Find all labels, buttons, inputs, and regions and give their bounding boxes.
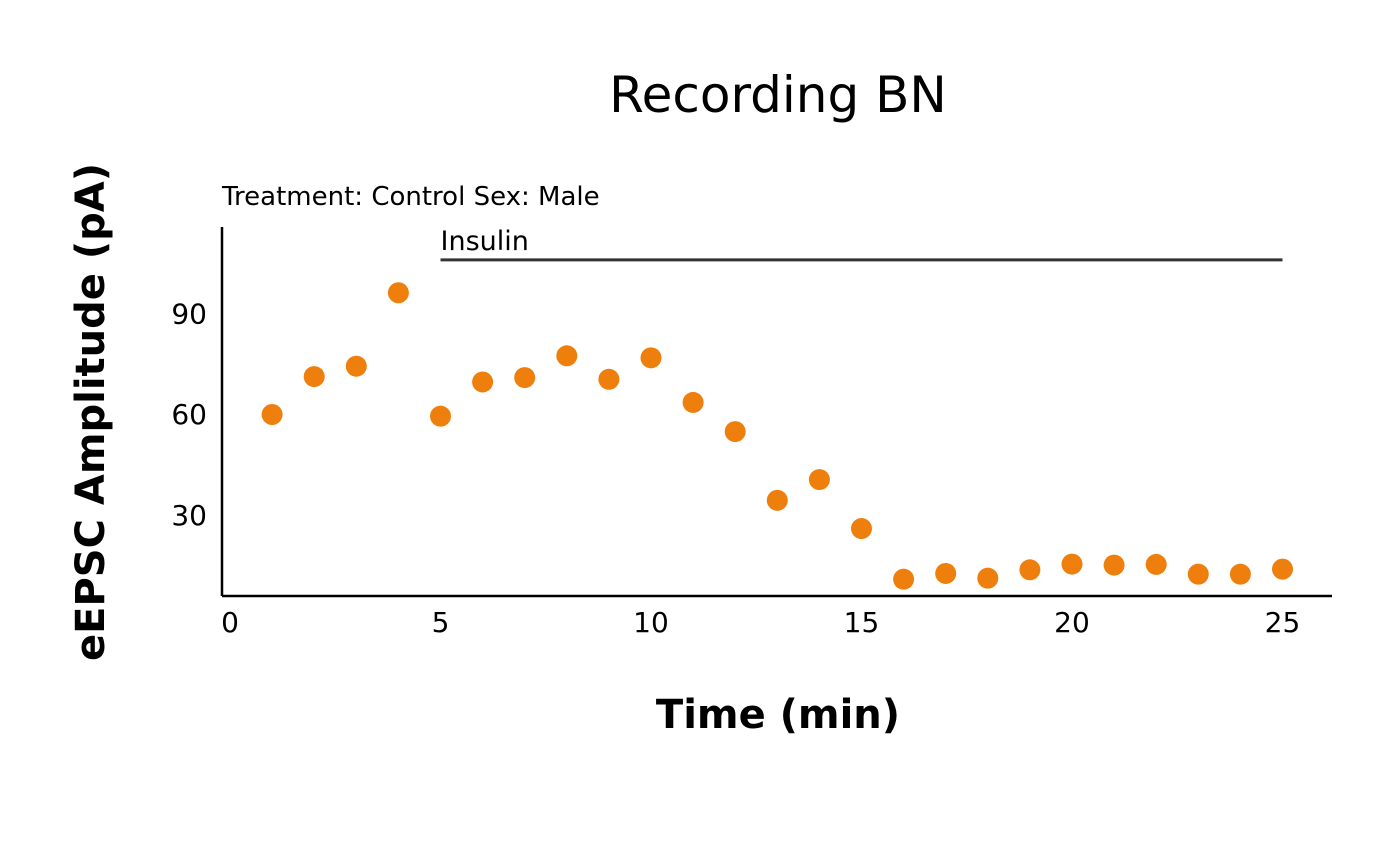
data-point xyxy=(472,371,494,393)
chart-subtitle: Treatment: Control Sex: Male xyxy=(221,182,600,212)
y-tick-label: 90 xyxy=(171,298,207,331)
data-point xyxy=(1103,554,1125,576)
data-point xyxy=(1229,563,1251,585)
x-axis-title: Time (min) xyxy=(656,692,900,738)
plot-area: 0 5 10 15 20 25 30 60 90 Insulin xyxy=(171,226,1332,639)
data-point xyxy=(598,368,620,390)
data-point xyxy=(1187,563,1209,585)
data-point xyxy=(1145,553,1167,575)
data-points xyxy=(261,282,1293,590)
data-point xyxy=(261,403,283,425)
data-point xyxy=(851,518,872,540)
chart-title: Recording BN xyxy=(609,66,947,124)
data-point xyxy=(345,355,367,377)
x-tick-label: 15 xyxy=(844,606,880,639)
x-axis-ticks: 0 5 10 15 20 25 xyxy=(221,606,1300,639)
x-tick-label: 5 xyxy=(432,606,450,639)
data-point xyxy=(977,567,999,589)
y-tick-label: 60 xyxy=(171,398,207,431)
data-point xyxy=(387,282,409,304)
x-tick-label: 0 xyxy=(221,606,239,639)
data-point xyxy=(640,347,662,369)
data-point xyxy=(303,366,325,388)
data-point xyxy=(1272,558,1293,580)
data-point xyxy=(935,562,957,584)
y-axis-ticks: 30 60 90 xyxy=(171,298,207,532)
data-point xyxy=(682,391,704,413)
x-tick-label: 25 xyxy=(1265,606,1301,639)
y-tick-label: 30 xyxy=(171,499,207,532)
data-point xyxy=(724,421,746,443)
data-point xyxy=(1019,559,1041,581)
data-point xyxy=(1061,553,1083,575)
treatment-label: Insulin xyxy=(441,226,529,257)
data-point xyxy=(766,489,788,511)
data-point xyxy=(808,469,830,491)
data-point xyxy=(556,345,578,367)
data-point xyxy=(430,405,451,427)
x-tick-label: 10 xyxy=(633,606,669,639)
y-axis-title: eEPSC Amplitude (pA) xyxy=(68,163,114,661)
x-tick-label: 20 xyxy=(1054,606,1090,639)
data-point xyxy=(514,367,536,389)
data-point xyxy=(893,568,915,590)
